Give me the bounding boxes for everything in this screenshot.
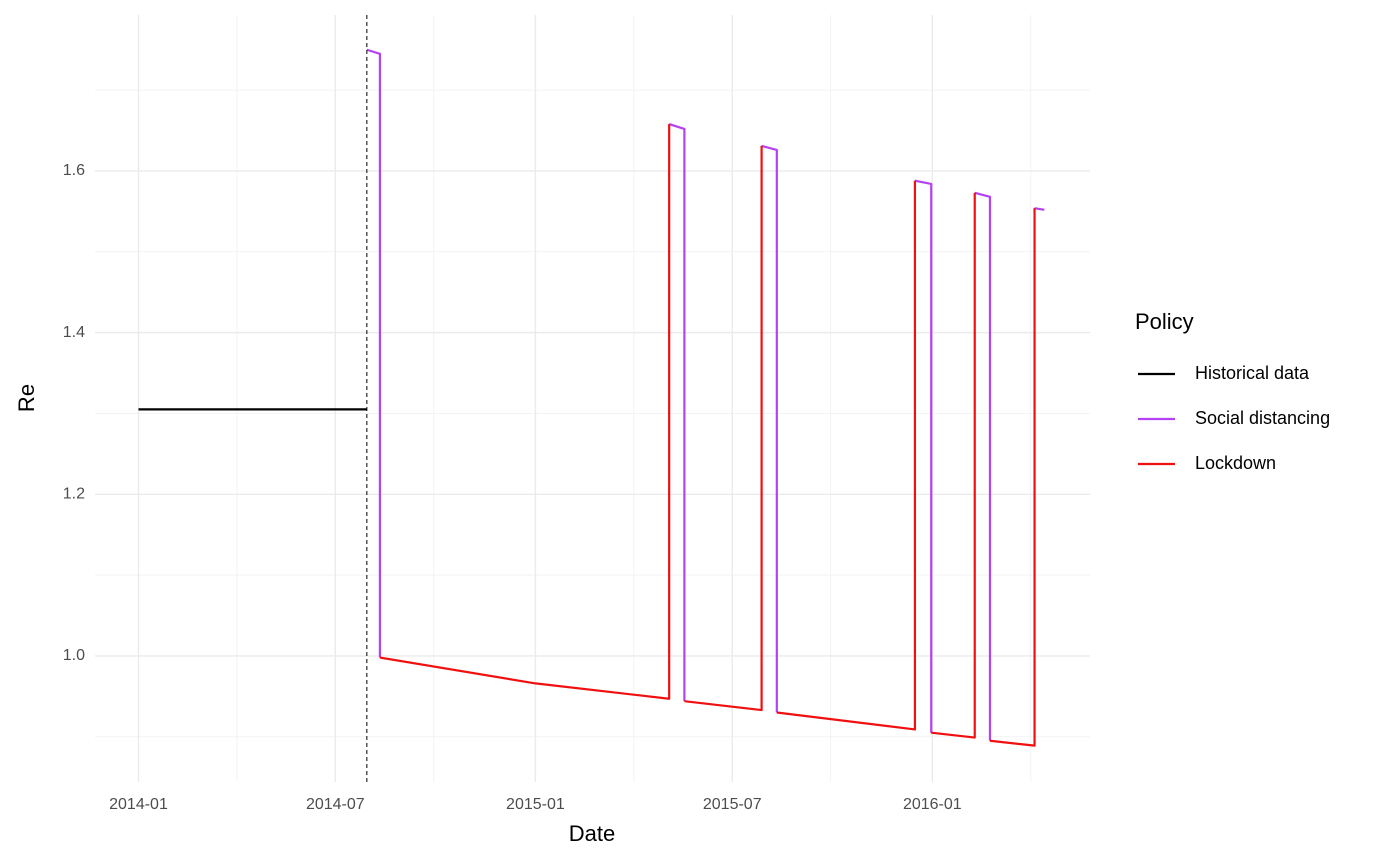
y-tick-label: 1.2 <box>63 485 85 502</box>
x-tick-label: 2014-07 <box>306 796 365 813</box>
y-tick-label: 1.4 <box>63 324 85 341</box>
y-axis-title: Re <box>14 384 39 412</box>
legend-label: Historical data <box>1195 363 1310 383</box>
x-axis-title: Date <box>569 821 615 846</box>
y-tick-label: 1.6 <box>63 162 85 179</box>
x-tick-label: 2014-01 <box>109 796 168 813</box>
x-tick-label: 2015-01 <box>506 796 565 813</box>
y-tick-label: 1.0 <box>63 647 85 664</box>
legend-title: Policy <box>1135 309 1194 334</box>
x-tick-label: 2016-01 <box>903 796 962 813</box>
x-tick-label: 2015-07 <box>703 796 762 813</box>
legend: Historical data Social distancing Lockdown <box>1138 363 1330 473</box>
legend-label: Social distancing <box>1195 408 1330 428</box>
series-line <box>366 48 1045 741</box>
legend-label: Lockdown <box>1195 453 1276 473</box>
grid <box>95 15 1090 782</box>
series-line <box>379 124 1036 747</box>
